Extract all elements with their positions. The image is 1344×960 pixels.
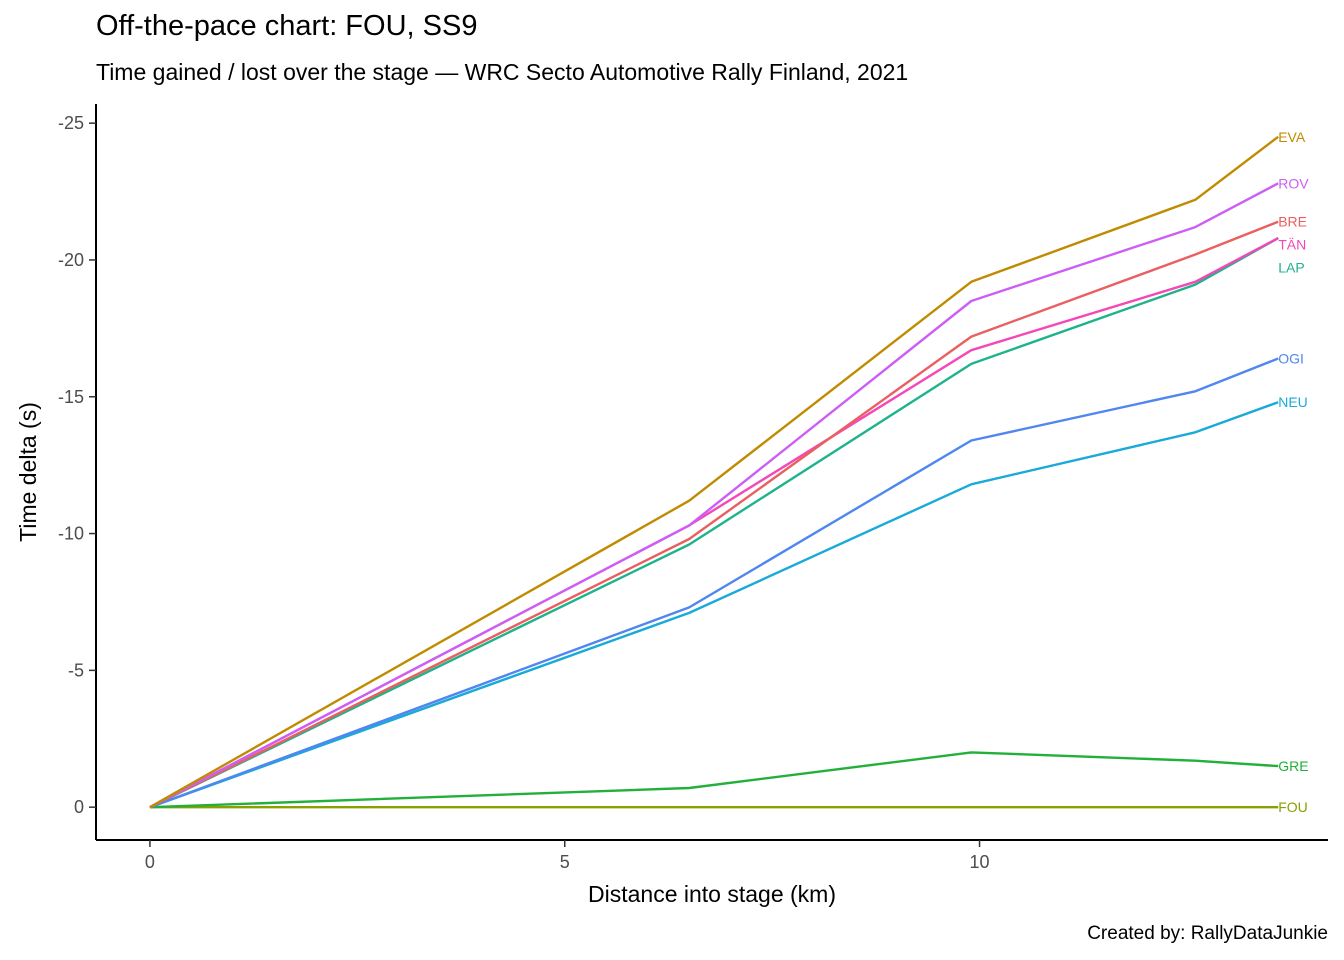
series-line-rov	[149, 182, 1279, 809]
series-line-eva	[149, 135, 1279, 809]
end-label-tn: TÄN	[1278, 237, 1306, 253]
end-label-eva: EVA	[1278, 129, 1306, 145]
series-line-neu	[149, 401, 1279, 809]
series-line-gre	[149, 751, 1279, 809]
end-label-lap: LAP	[1278, 260, 1304, 276]
series-line-lap	[149, 237, 1279, 809]
end-label-rov: ROV	[1278, 175, 1309, 191]
x-tick-label: 5	[560, 852, 570, 872]
end-label-layer: EVA ROV BRE TÄN LAP OGI NEU GRE FOU	[1278, 129, 1309, 815]
end-label-gre: GRE	[1278, 758, 1308, 774]
end-label-ogi: OGI	[1278, 351, 1304, 367]
chart-title: Off-the-pace chart: FOU, SS9	[96, 10, 478, 42]
series-line-bre	[149, 220, 1279, 809]
chart-caption: Created by: RallyDataJunkie	[1087, 923, 1328, 944]
x-tick-label: 0	[145, 852, 155, 872]
chart-subtitle: Time gained / lost over the stage — WRC …	[96, 59, 909, 85]
y-tick-label: 0	[74, 797, 84, 817]
y-tick-label: -15	[58, 387, 84, 407]
x-axis-title: Distance into stage (km)	[588, 881, 836, 907]
y-tick-label: -5	[68, 660, 84, 680]
end-label-fou: FOU	[1278, 799, 1308, 815]
y-tick-label: -25	[58, 113, 84, 133]
series-line-ogi	[149, 357, 1279, 809]
tick-layer: 0 5 10 -25 -20 -15 -10 -5 0	[58, 113, 990, 872]
y-tick-label: -10	[58, 524, 84, 544]
series-layer	[149, 135, 1279, 809]
y-axis-title: Time delta (s)	[15, 402, 41, 542]
x-tick-label: 10	[970, 852, 990, 872]
end-label-bre: BRE	[1278, 214, 1307, 230]
y-tick-label: -20	[58, 250, 84, 270]
end-label-neu: NEU	[1278, 394, 1308, 410]
